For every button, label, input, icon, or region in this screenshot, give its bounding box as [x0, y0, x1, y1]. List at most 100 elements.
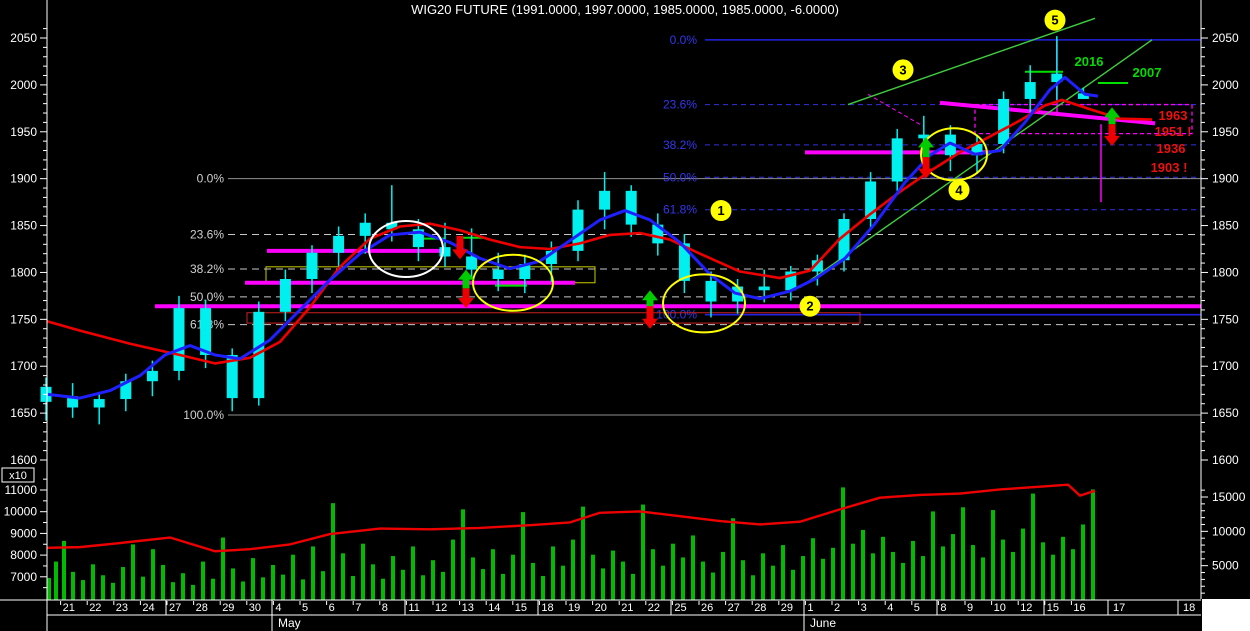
svg-text:1850: 1850 [10, 219, 37, 233]
svg-text:9: 9 [967, 602, 973, 614]
svg-text:10000: 10000 [4, 505, 38, 519]
svg-text:38.2%: 38.2% [190, 262, 224, 276]
moving-averages [46, 75, 1153, 400]
svg-text:30: 30 [249, 602, 261, 614]
svg-text:29: 29 [222, 602, 234, 614]
svg-text:14: 14 [488, 602, 500, 614]
svg-text:1600: 1600 [1212, 453, 1239, 467]
svg-text:11000: 11000 [5, 483, 38, 497]
svg-text:13: 13 [462, 602, 474, 614]
svg-text:2000: 2000 [1212, 78, 1239, 92]
svg-text:19: 19 [568, 602, 580, 614]
svg-text:23.6%: 23.6% [190, 227, 224, 241]
svg-text:x10: x10 [9, 470, 27, 482]
svg-text:20: 20 [595, 602, 607, 614]
svg-text:1800: 1800 [10, 265, 37, 279]
svg-text:21: 21 [621, 602, 633, 614]
svg-text:8: 8 [940, 602, 946, 614]
volume-ma-red [46, 483, 1096, 553]
svg-text:2007: 2007 [1133, 65, 1162, 80]
svg-text:1900: 1900 [1212, 172, 1239, 186]
svg-text:1700: 1700 [1212, 359, 1239, 373]
svg-text:16: 16 [1073, 602, 1085, 614]
svg-text:5: 5 [914, 602, 920, 614]
svg-text:1: 1 [807, 602, 813, 614]
svg-text:11: 11 [408, 602, 419, 614]
svg-text:12: 12 [1020, 602, 1032, 614]
svg-text:27: 27 [728, 602, 740, 614]
svg-text:28: 28 [196, 602, 208, 614]
svg-text:4: 4 [955, 182, 963, 197]
svg-text:15000: 15000 [1212, 490, 1246, 504]
svg-text:10000: 10000 [1212, 524, 1246, 538]
svg-text:2000: 2000 [10, 78, 37, 92]
svg-text:2050: 2050 [10, 31, 37, 45]
svg-text:12: 12 [435, 602, 447, 614]
ma-blue [47, 75, 1099, 400]
svg-text:18: 18 [541, 602, 553, 614]
svg-text:18: 18 [1183, 602, 1195, 614]
svg-text:1850: 1850 [1212, 219, 1239, 233]
svg-text:21: 21 [63, 602, 75, 614]
chart-title: WIG20 FUTURE (1991.0000, 1997.0000, 1985… [411, 2, 839, 17]
svg-text:38.2%: 38.2% [663, 138, 697, 152]
svg-text:June: June [810, 616, 836, 630]
signal-arrows [452, 107, 1120, 329]
svg-text:23.6%: 23.6% [663, 98, 697, 112]
svg-text:1800: 1800 [1212, 265, 1239, 279]
svg-text:50.0%: 50.0% [190, 290, 224, 304]
svg-text:5: 5 [302, 602, 308, 614]
svg-text:0.0%: 0.0% [197, 172, 225, 186]
fibonacci-retracement-blue: 0.0% 23.6% 38.2% 50.0% 61.8% 100.0% [656, 33, 1201, 322]
svg-text:2: 2 [834, 602, 840, 614]
svg-text:61.8%: 61.8% [663, 203, 697, 217]
svg-text:15: 15 [1047, 602, 1059, 614]
svg-text:1951 !: 1951 ! [1155, 124, 1192, 139]
svg-text:23: 23 [116, 602, 128, 614]
svg-text:4: 4 [887, 602, 893, 614]
svg-text:1700: 1700 [10, 359, 37, 373]
svg-text:28: 28 [754, 602, 766, 614]
svg-text:0.0%: 0.0% [670, 33, 698, 47]
svg-text:15: 15 [515, 602, 527, 614]
volume-pane [46, 483, 1096, 600]
svg-text:1903 !: 1903 ! [1151, 160, 1188, 175]
svg-text:8000: 8000 [10, 548, 37, 562]
svg-text:22: 22 [648, 602, 660, 614]
svg-text:24: 24 [142, 602, 154, 614]
svg-text:1936: 1936 [1157, 141, 1186, 156]
svg-text:1650: 1650 [10, 406, 37, 420]
svg-text:25: 25 [674, 602, 686, 614]
svg-text:2050: 2050 [1212, 31, 1239, 45]
svg-text:1950: 1950 [10, 125, 37, 139]
svg-text:1950: 1950 [1212, 125, 1239, 139]
svg-text:2: 2 [806, 299, 813, 314]
svg-text:1600: 1600 [10, 453, 37, 467]
svg-text:5000: 5000 [1212, 559, 1239, 573]
svg-text:100.0%: 100.0% [656, 308, 697, 322]
svg-text:1: 1 [717, 203, 724, 218]
volume-scale-multiplier: x10 [1, 467, 35, 483]
svg-text:3: 3 [861, 602, 867, 614]
svg-text:26: 26 [701, 602, 713, 614]
ma-red [46, 98, 1153, 365]
svg-text:1963: 1963 [1159, 108, 1188, 123]
svg-text:29: 29 [781, 602, 793, 614]
svg-text:7: 7 [355, 602, 361, 614]
svg-text:5: 5 [1051, 13, 1058, 28]
svg-text:May: May [278, 616, 301, 630]
elliott-wave-labels: 1 2 3 4 5 [710, 9, 1066, 317]
svg-text:10: 10 [994, 602, 1006, 614]
svg-text:1750: 1750 [10, 312, 37, 326]
svg-text:9000: 9000 [10, 526, 37, 540]
svg-text:1900: 1900 [10, 172, 37, 186]
svg-text:8: 8 [382, 602, 388, 614]
svg-text:1750: 1750 [1212, 312, 1239, 326]
svg-text:22: 22 [89, 602, 101, 614]
svg-text:27: 27 [169, 602, 181, 614]
